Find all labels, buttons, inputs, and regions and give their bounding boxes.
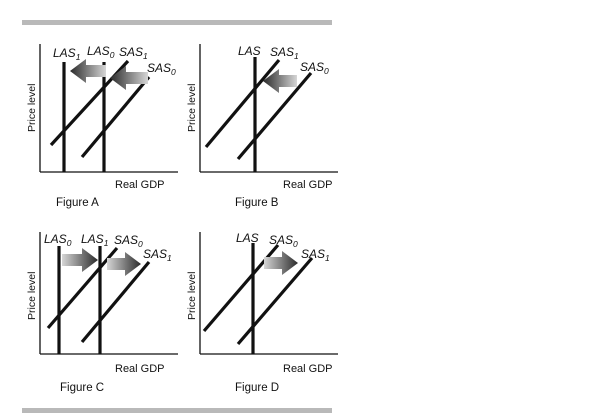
figure-c-graph: Price level LAS0 LAS1 SAS0 SAS1 Real GDP… [26,232,178,394]
y-axis-label: Price level [186,272,198,320]
sas1-curve [204,58,281,149]
y-axis-label: Price level [186,84,198,132]
shift-left-arrow-las [70,59,106,83]
shift-right-arrow-las [62,248,98,272]
figure-d-graph: Price level LAS SAS0 SAS1 Real GDP Figur… [186,231,338,394]
shift-left-arrow-sas [263,69,297,93]
curve-label: LAS1 [81,232,109,248]
figure-caption: Figure B [235,197,279,209]
shift-right-arrow-sas [264,251,298,275]
curve-label: LAS0 [44,232,72,248]
sas0-curve [236,71,313,161]
figure-caption: Figure C [60,382,104,394]
curve-label: LAS0 [87,44,115,60]
x-axis-label: Real GDP [283,179,333,191]
curve-label: SAS1 [270,45,299,61]
sas1-curve [80,260,151,344]
figure-c: Price level LAS0 LAS1 SAS0 SAS1 Real GDP… [20,228,180,408]
figure-b-graph: Price level LAS SAS1 SAS0 Real GDP Figur… [186,44,338,209]
shift-left-arrow-sas [110,66,148,90]
figure-caption: Figure D [235,382,279,394]
figure-caption: Figure A [56,197,99,209]
shift-right-arrow-sas [107,252,141,276]
sas0-curve [80,75,151,159]
bottom-rule [22,408,332,413]
figure-a-graph: Price level LAS1 LAS0 SAS1 SAS0 Real GDP… [26,44,178,209]
y-axis-label: Price level [26,84,38,132]
curve-label: LAS1 [53,46,81,62]
x-axis-label: Real GDP [115,363,165,375]
y-axis-label: Price level [26,272,38,320]
top-rule [22,20,332,25]
curve-label: SAS1 [119,45,148,61]
curve-label: LAS [238,44,261,58]
x-axis-label: Real GDP [115,179,165,191]
figure-d: Price level LAS SAS0 SAS1 Real GDP Figur… [180,228,340,408]
sas1-curve [236,256,314,346]
curve-label: SAS0 [114,233,143,249]
curve-label: SAS1 [301,247,330,263]
curve-label: SAS0 [269,233,298,249]
curve-label: SAS1 [143,247,172,263]
curve-label: SAS0 [147,61,176,77]
curve-label: SAS0 [300,60,329,76]
curve-label: LAS [236,231,259,245]
figure-a: Price level LAS1 LAS0 SAS1 SAS0 Real GDP… [20,40,180,220]
sas0-curve [46,246,119,330]
figure-b: Price level LAS SAS1 SAS0 Real GDP Figur… [180,40,340,220]
x-axis-label: Real GDP [283,363,333,375]
